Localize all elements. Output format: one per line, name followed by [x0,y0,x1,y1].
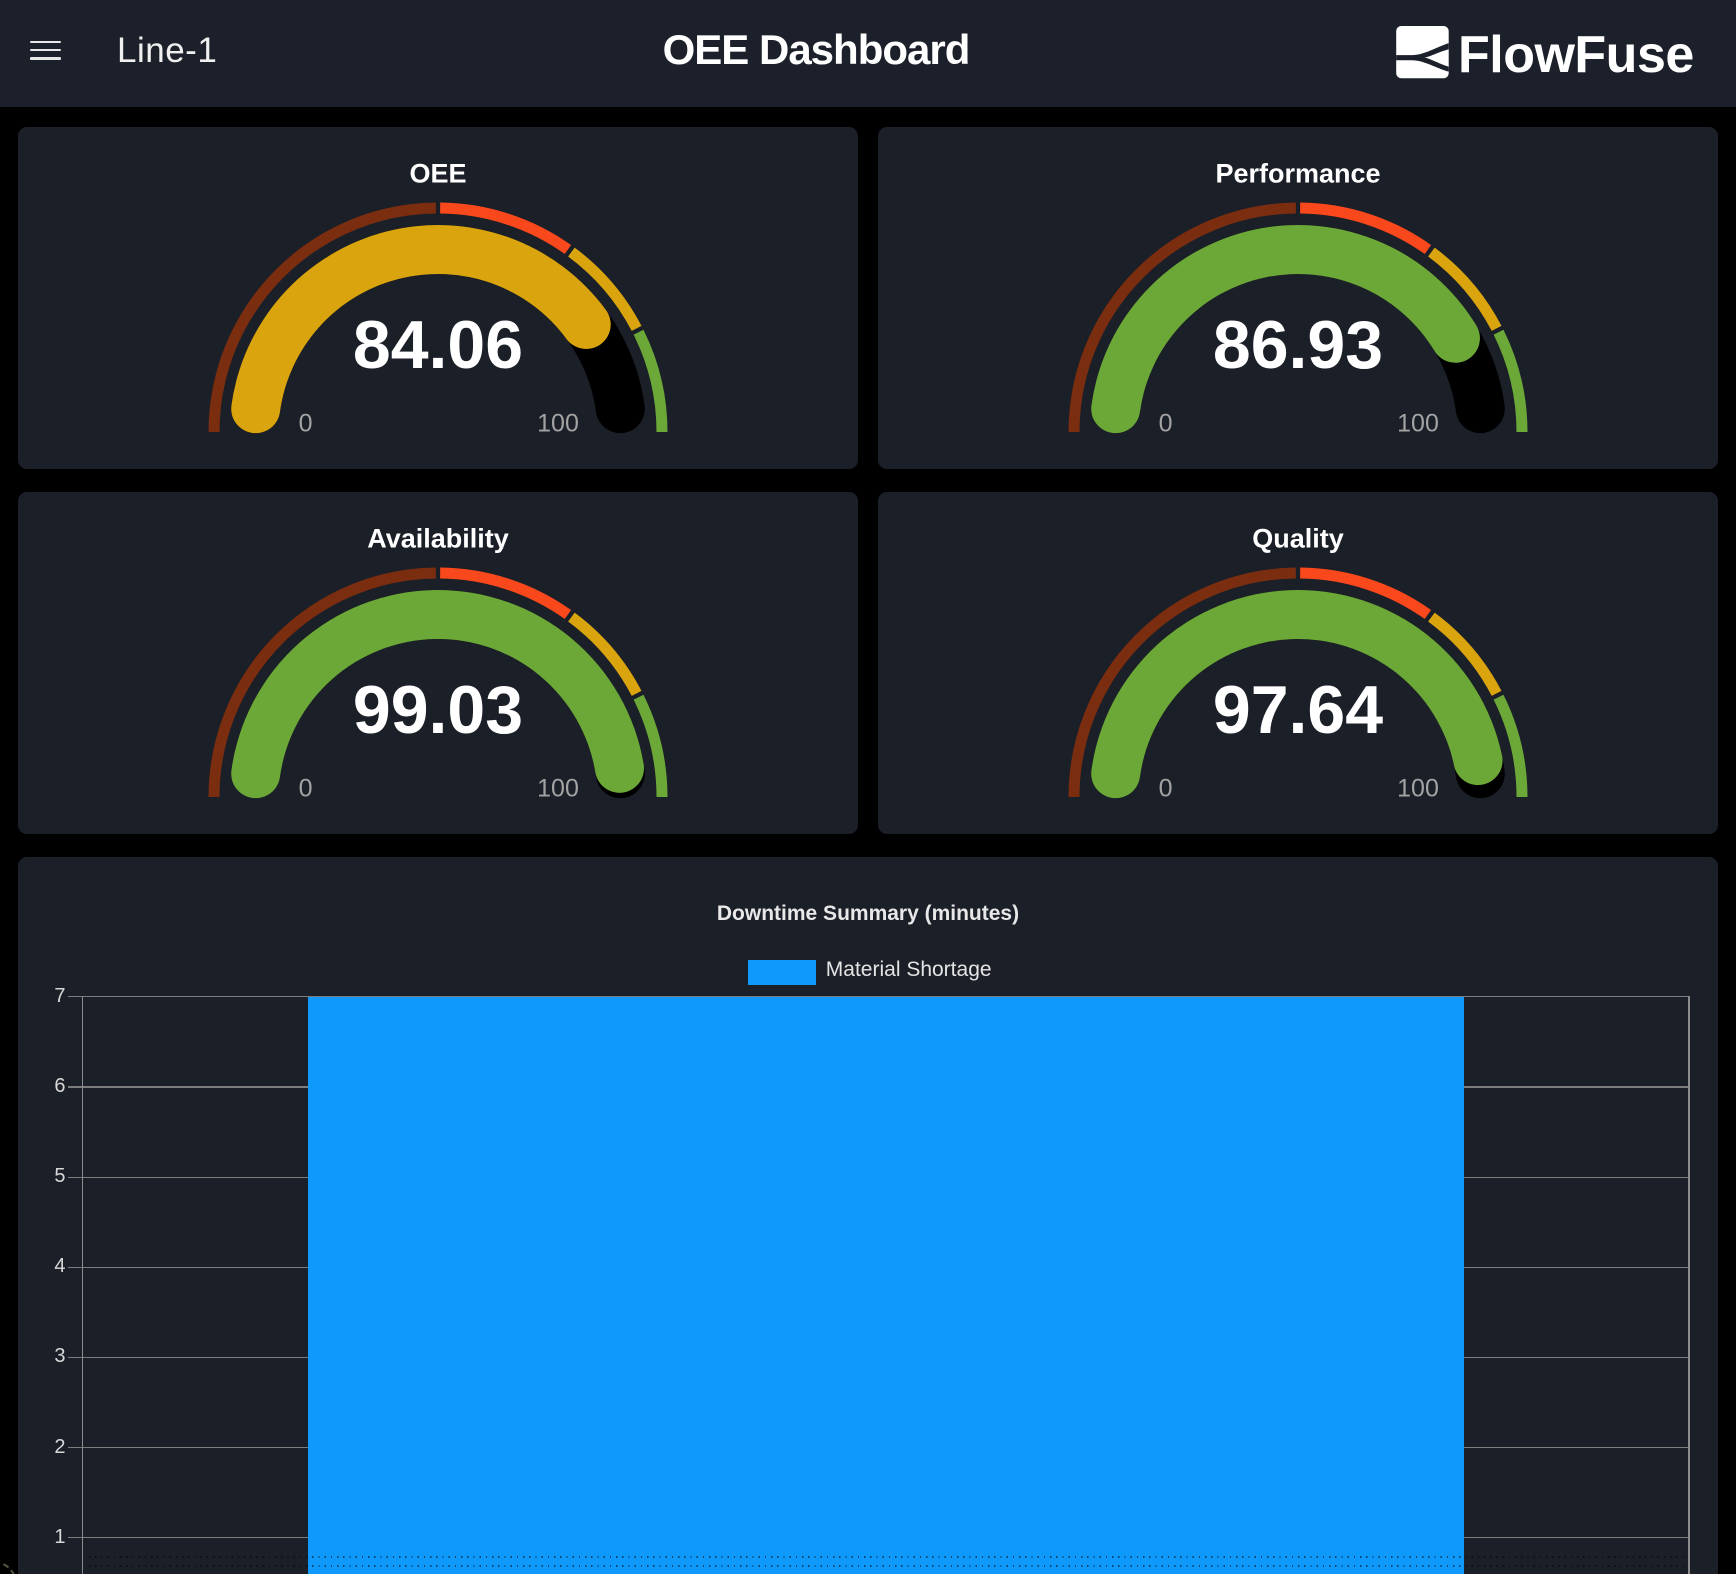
svg-text:FlowFuse: FlowFuse [1458,26,1694,84]
